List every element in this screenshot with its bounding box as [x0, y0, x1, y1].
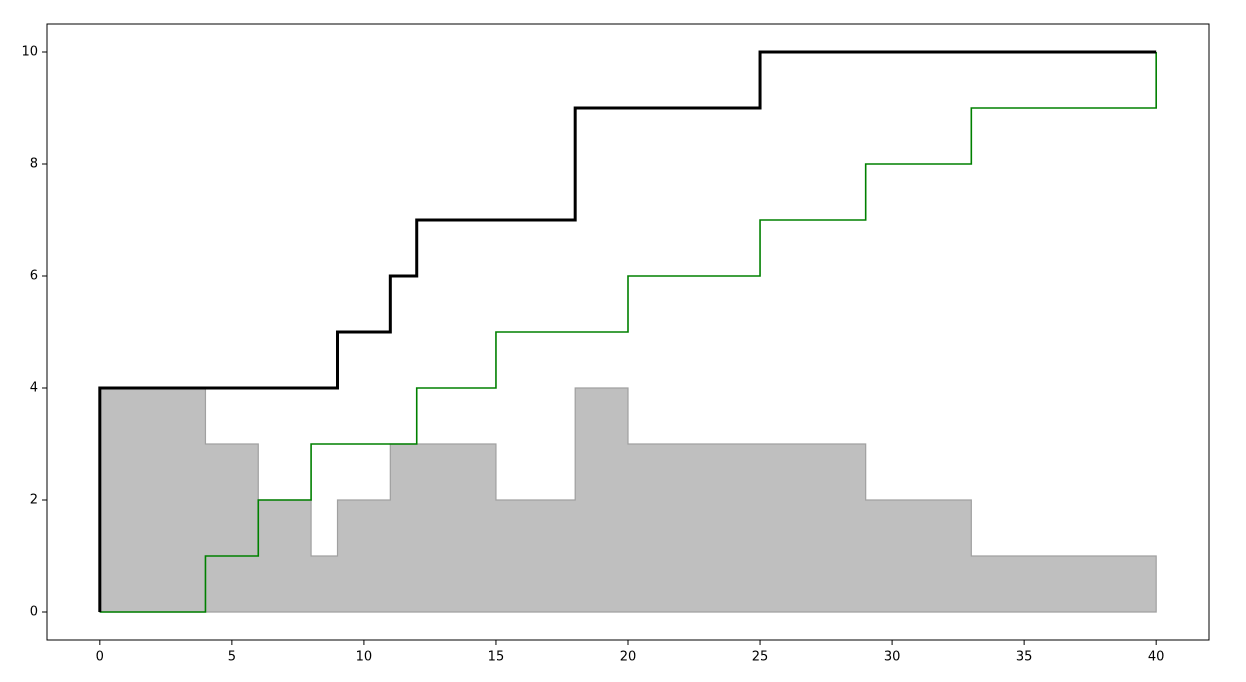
- y-tick-label: 2: [30, 493, 38, 508]
- y-tick-label: 6: [30, 269, 38, 284]
- x-tick-label: 0: [96, 650, 104, 665]
- y-tick-label: 8: [30, 157, 38, 172]
- step-line: [99, 52, 1157, 613]
- x-tick-label: 15: [488, 650, 505, 665]
- x-tick-label: 20: [620, 650, 637, 665]
- x-tick-label: 35: [1016, 650, 1033, 665]
- step-line: [98, 50, 1157, 612]
- y-tick-label: 10: [21, 45, 38, 60]
- x-tick-label: 30: [884, 650, 901, 665]
- x-tick-label: 10: [356, 650, 373, 665]
- area: [99, 387, 1157, 613]
- x-tick-label: 25: [752, 650, 769, 665]
- x-tick-label: 5: [228, 650, 236, 665]
- x-tick-label: 40: [1148, 650, 1165, 665]
- y-tick-label: 0: [30, 605, 38, 620]
- y-tick-label: 4: [30, 381, 38, 396]
